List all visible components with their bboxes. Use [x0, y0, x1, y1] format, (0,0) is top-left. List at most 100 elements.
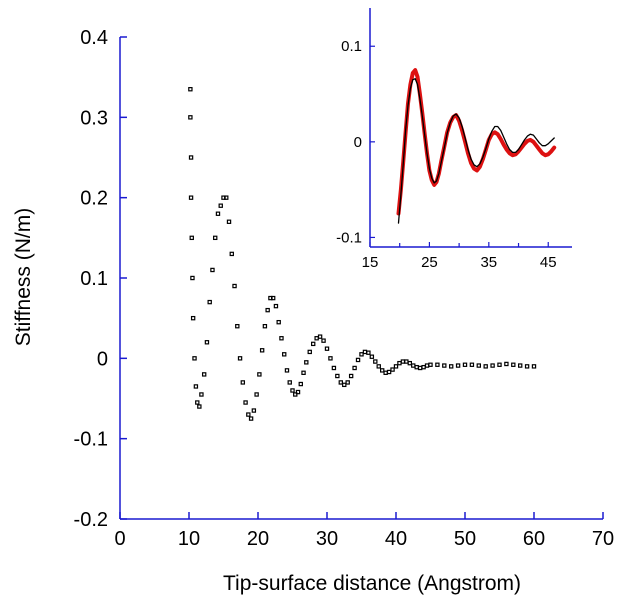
main-data-point [273, 303, 279, 309]
main-data-point [314, 336, 319, 341]
main-axes [119, 37, 603, 520]
main-data-point [279, 336, 284, 341]
main-data-point [317, 334, 323, 339]
main-x-tick-label: 0 [114, 528, 125, 550]
main-data-point [188, 155, 194, 160]
main-y-tick-label: -0.1 [74, 429, 108, 451]
main-data-point [190, 275, 195, 281]
main-data-point [311, 341, 316, 347]
main-data-point [301, 370, 306, 375]
main-data-point [224, 195, 229, 200]
main-data-point [265, 307, 270, 313]
main-data-point [213, 235, 218, 241]
main-data-point [229, 251, 234, 257]
inset-x-tick-label: 35 [480, 254, 497, 271]
inset-y-tick-label: -0.1 [336, 229, 362, 246]
main-data-point [411, 363, 416, 368]
main-data-point [251, 408, 257, 413]
main-data-point [338, 380, 344, 385]
main-data-point [331, 365, 337, 371]
main-data-point [188, 87, 193, 92]
main-data-point [307, 349, 312, 355]
main-data-point [373, 359, 378, 364]
main-x-tick-label: 50 [454, 528, 476, 550]
main-data-point [188, 115, 193, 120]
main-data-point [328, 356, 333, 361]
main-x-tick-label: 40 [385, 528, 407, 550]
main-data-point [497, 362, 502, 367]
main-data-point [287, 380, 292, 385]
main-data-point [282, 352, 287, 357]
main-data-point [201, 372, 207, 377]
main-data-point [259, 348, 265, 353]
main-data-point [414, 364, 419, 370]
main-data-point [232, 283, 237, 289]
main-data-points [188, 87, 537, 421]
main-data-point [293, 392, 298, 397]
main-data-point [298, 381, 303, 387]
main-data-point [215, 211, 221, 216]
main-data-point [192, 356, 197, 361]
main-data-point [276, 319, 281, 325]
main-x-axis-label: Tip-surface distance (Angstrom) [223, 572, 521, 595]
main-y-tick-label: 0.2 [80, 188, 108, 210]
main-data-point [284, 368, 290, 373]
main-data-point [190, 315, 196, 321]
main-x-tick-label: 60 [523, 528, 545, 550]
main-data-point [199, 392, 204, 397]
main-data-point [355, 357, 361, 363]
main-data-point [400, 359, 406, 364]
main-data-point [304, 360, 309, 365]
main-data-point [262, 324, 268, 329]
main-data-point [376, 364, 381, 369]
main-data-point [476, 363, 482, 368]
main-data-point [462, 362, 468, 367]
main-data-point [189, 235, 194, 241]
main-data-point [226, 219, 232, 224]
inset-x-tick-label: 15 [362, 254, 379, 271]
main-data-point [421, 364, 426, 370]
main-data-point [204, 340, 210, 345]
main-y-tick-label: 0.4 [80, 27, 108, 49]
main-y-axis-label: Stiffness (N/m) [12, 208, 35, 346]
main-y-tick-label: 0 [97, 348, 108, 370]
main-x-tick-label: 70 [592, 528, 614, 550]
inset-y-ticks: -0.1 0 0.1 [336, 38, 375, 246]
main-data-point [386, 369, 392, 375]
main-data-point [359, 352, 364, 357]
main-y-tick-label: -0.2 [74, 509, 108, 531]
main-data-point [240, 380, 246, 385]
main-data-point [490, 363, 495, 368]
main-data-point [348, 373, 354, 379]
inset-x-tick-label: 45 [540, 254, 557, 271]
main-data-point [417, 365, 423, 371]
main-x-tick-label: 10 [178, 528, 200, 550]
main-data-point [342, 382, 347, 388]
main-data-point [511, 362, 516, 367]
inset-x-tick-label: 25 [421, 254, 438, 271]
main-data-point [390, 367, 395, 372]
main-data-point [393, 364, 399, 369]
main-data-point [455, 363, 461, 368]
main-data-point [246, 412, 251, 417]
main-data-point [424, 363, 430, 368]
main-y-tick-label: 0.3 [80, 107, 108, 129]
main-chart: 0 10 20 30 40 50 60 70 -0.2 -0.1 0 0.1 0.2 0.3 0.4 Ti… [12, 27, 614, 595]
main-data-point [195, 400, 200, 405]
main-data-point [469, 362, 475, 367]
main-x-tick-label: 20 [247, 528, 269, 550]
inset-x-ticks: 15 25 35 45 [362, 242, 557, 271]
main-data-point [442, 363, 447, 368]
main-data-point [237, 356, 243, 361]
main-data-point [369, 354, 375, 359]
main-data-point [428, 362, 433, 367]
main-data-point [531, 364, 537, 369]
main-data-point [380, 368, 385, 373]
inset-series-black-line [397, 78, 555, 224]
main-y-tick-label: 0.1 [80, 268, 108, 290]
main-data-point [321, 338, 326, 343]
main-data-point [345, 380, 350, 385]
main-data-point [290, 388, 295, 393]
inset-series [396, 68, 557, 224]
